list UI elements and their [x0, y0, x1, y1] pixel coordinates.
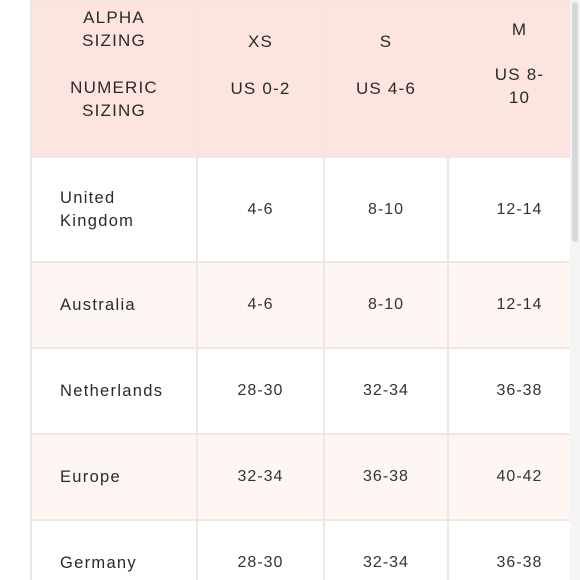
alpha-size-s: S: [379, 32, 393, 51]
table-row: Europe 32-34 36-38 40-42: [30, 433, 580, 521]
numeric-size-xs: US 0-2: [230, 79, 291, 98]
size-cell: 32-34: [323, 519, 449, 580]
size-conversion-table: ALPHA SIZING NUMERIC SIZING XS US 0-2 S …: [30, 0, 580, 580]
numeric-size-m: US 8- 10: [494, 65, 545, 107]
alpha-size-xs: XS: [247, 32, 274, 51]
header-size-m: M US 8- 10: [447, 0, 580, 158]
table-row: Australia 4-6 8-10 12-14: [30, 261, 580, 349]
size-cell: 8-10: [323, 156, 449, 263]
size-cell: 4-6: [196, 261, 325, 349]
size-cell: 36-38: [447, 347, 580, 435]
size-cell: 12-14: [447, 156, 580, 263]
size-cell: 28-30: [196, 347, 325, 435]
size-cell: 32-34: [323, 347, 449, 435]
header-size-xs: XS US 0-2: [196, 0, 325, 158]
country-label: United Kingdom: [30, 156, 198, 263]
country-label: Australia: [30, 261, 198, 349]
size-cell: 28-30: [196, 519, 325, 580]
alpha-size-m: M: [511, 20, 528, 39]
size-cell: 40-42: [447, 433, 580, 521]
size-cell: 8-10: [323, 261, 449, 349]
alpha-sizing-label: ALPHA SIZING: [82, 8, 146, 50]
country-label: Germany: [30, 519, 198, 580]
country-label: Europe: [30, 433, 198, 521]
vertical-scrollbar[interactable]: [570, 0, 580, 580]
size-cell: 4-6: [196, 156, 325, 263]
scrollbar-thumb[interactable]: [572, 2, 578, 242]
size-cell: 12-14: [447, 261, 580, 349]
size-cell: 36-38: [447, 519, 580, 580]
table-header-row: ALPHA SIZING NUMERIC SIZING XS US 0-2 S …: [30, 0, 580, 158]
size-cell: 36-38: [323, 433, 449, 521]
numeric-sizing-label: NUMERIC SIZING: [70, 78, 158, 120]
table-row: Germany 28-30 32-34 36-38: [30, 519, 580, 580]
size-cell: 32-34: [196, 433, 325, 521]
country-label: Netherlands: [30, 347, 198, 435]
table-row: United Kingdom 4-6 8-10 12-14: [30, 156, 580, 263]
header-size-s: S US 4-6: [323, 0, 449, 158]
header-sizing-labels: ALPHA SIZING NUMERIC SIZING: [30, 0, 198, 158]
numeric-size-s: US 4-6: [355, 79, 417, 98]
table-row: Netherlands 28-30 32-34 36-38: [30, 347, 580, 435]
